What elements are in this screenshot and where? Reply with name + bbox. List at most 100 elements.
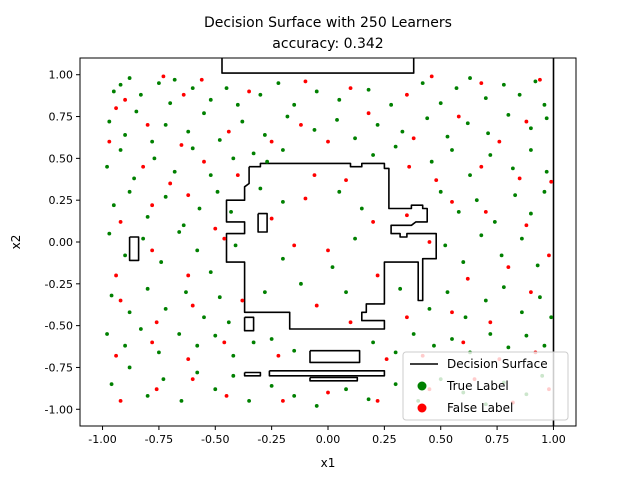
true-label-point [161, 377, 166, 382]
true-label-point [172, 77, 177, 82]
false-label-point [547, 253, 551, 258]
false-label-point [168, 181, 173, 186]
decision-surface-contour [257, 212, 268, 233]
true-label-point [281, 199, 285, 204]
false-label-point [488, 320, 493, 325]
true-label-point [208, 270, 213, 275]
true-label-point [208, 173, 213, 177]
false-label-point [222, 236, 227, 241]
true-label-point [127, 189, 132, 194]
true-label-point [177, 230, 182, 234]
y-tick-label: -0.50 [45, 320, 73, 333]
true-label-point [157, 81, 161, 85]
x-tick-label: 0.25 [372, 433, 397, 446]
true-label-point [438, 101, 443, 106]
y-tick-label: 0.00 [49, 236, 74, 249]
true-label-point [181, 223, 186, 228]
true-label-point [468, 173, 472, 177]
false-label-point [123, 97, 127, 102]
true-label-point [519, 236, 524, 241]
true-label-point [292, 393, 297, 398]
true-label-point [111, 203, 116, 208]
true-label-point [510, 166, 515, 171]
y-tick-label: -1.00 [45, 403, 73, 416]
true-label-point [159, 260, 164, 264]
false-label-point [292, 243, 297, 248]
true-label-point [398, 286, 403, 291]
true-label-point [195, 343, 200, 348]
true-label-point [501, 82, 506, 87]
false-label-point [114, 273, 118, 278]
false-label-point [483, 209, 488, 214]
true-label-point [529, 148, 533, 152]
true-label-point [533, 79, 538, 84]
true-label-point [463, 315, 468, 320]
false-label-point [429, 74, 434, 79]
false-label-point [107, 139, 112, 144]
true-label-point [486, 131, 490, 136]
false-label-point [150, 203, 155, 208]
true-label-point [184, 290, 188, 295]
legend-true-marker [417, 381, 427, 391]
y-axis-ticks: -1.00 -0.75 -0.50 -0.25 0.00 0.25 0.50 0.75 1.00 [45, 69, 80, 416]
true-label-point [240, 119, 245, 124]
false-label-point [190, 303, 195, 308]
true-label-point [312, 128, 317, 132]
false-label-point [224, 393, 229, 398]
true-label-point [177, 332, 182, 336]
true-label-point [109, 382, 114, 387]
true-label-point [483, 298, 488, 303]
false-label-point [312, 173, 317, 177]
true-label-point [517, 92, 522, 97]
true-label-point [134, 109, 139, 114]
true-label-point [450, 148, 454, 152]
false-label-point [303, 79, 308, 84]
true-label-point [163, 123, 168, 127]
true-label-point [247, 399, 251, 403]
true-label-point [107, 231, 112, 236]
true-label-point [186, 129, 191, 134]
true-label-point [163, 194, 168, 199]
true-label-point [461, 260, 466, 264]
true-label-point [314, 404, 319, 408]
true-label-point [262, 290, 267, 295]
true-label-point [281, 256, 285, 261]
true-label-point [118, 82, 123, 87]
true-label-point [314, 89, 319, 94]
true-label-point [251, 340, 256, 345]
chart-title: Decision Surface with 250 Learners [204, 15, 452, 31]
true-label-point [190, 146, 195, 151]
false-label-point [549, 179, 554, 184]
true-label-point [445, 290, 450, 295]
y-tick-label: 0.25 [49, 194, 74, 207]
true-label-point [393, 382, 398, 387]
false-label-point [366, 111, 371, 116]
false-label-point [114, 353, 118, 358]
false-label-point [479, 164, 484, 169]
true-label-point [213, 333, 218, 338]
true-label-point [123, 343, 127, 348]
true-label-point [465, 121, 470, 126]
true-label-point [145, 215, 150, 219]
true-label-point [226, 320, 231, 325]
x-tick-label: 0.50 [428, 433, 453, 446]
false-label-point [506, 265, 511, 269]
true-label-point [127, 365, 132, 370]
true-label-point [542, 102, 547, 107]
true-label-point [231, 373, 236, 378]
false-label-point [407, 164, 412, 169]
true-label-point [233, 243, 238, 248]
true-label-point [450, 337, 454, 341]
false-label-point [222, 340, 227, 345]
true-label-point [111, 89, 116, 94]
true-label-point [118, 148, 123, 152]
x-axis-label: x1 [321, 456, 336, 470]
false-label-point [517, 176, 522, 181]
y-tick-label: 1.00 [49, 69, 74, 82]
false-label-point [450, 310, 454, 315]
true-label-point [425, 116, 430, 121]
true-label-point [105, 332, 109, 336]
false-label-point [179, 143, 184, 147]
true-label-point [438, 189, 443, 194]
true-label-point [389, 102, 394, 107]
